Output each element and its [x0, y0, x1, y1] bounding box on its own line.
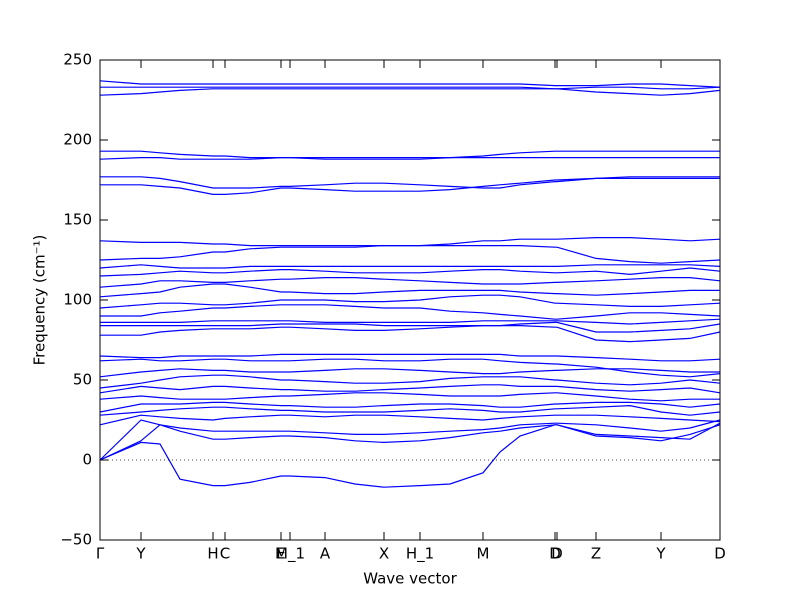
band-line — [99, 80, 721, 88]
y-tick-label: 50 — [73, 371, 92, 389]
band-line — [99, 267, 721, 277]
band-line — [99, 294, 721, 309]
x-tick-label: H — [207, 545, 218, 563]
x-tick-label: D — [551, 545, 563, 563]
band-line — [99, 414, 721, 426]
x-tick-label: H_1 — [406, 545, 434, 564]
band-line — [99, 264, 721, 269]
band-line — [99, 392, 720, 402]
x-tick-label: Y — [655, 545, 666, 563]
band-line — [100, 150, 720, 159]
band-line — [99, 88, 721, 96]
y-tick-label: 250 — [63, 51, 92, 69]
band-line — [99, 283, 720, 298]
x-tick-label: M_1 — [275, 545, 305, 564]
band-line — [99, 424, 721, 488]
x-tick-label: D — [549, 545, 561, 563]
band-line — [100, 321, 721, 333]
x-tick-label: C — [220, 545, 230, 563]
y-tick-label: 200 — [63, 131, 92, 149]
band-line — [99, 401, 721, 413]
x-tick-label: X — [379, 545, 389, 563]
band-line — [100, 304, 721, 320]
band-line — [99, 419, 721, 461]
band-line — [100, 176, 720, 189]
x-tick-label: Z — [591, 545, 601, 563]
y-tick-label: 150 — [63, 211, 92, 229]
band-line — [99, 384, 721, 394]
x-tick-label: M — [477, 545, 490, 563]
band-line — [100, 325, 721, 343]
y-tick-label: −50 — [60, 531, 92, 549]
band-line — [99, 404, 721, 416]
band-line — [99, 374, 721, 389]
x-tick-label: D — [714, 545, 726, 563]
y-axis-label: Frequency (cm⁻¹) — [31, 235, 49, 366]
band-line — [99, 353, 721, 362]
band-line — [99, 422, 721, 461]
band-line — [99, 277, 721, 288]
x-tick-label: Γ — [96, 545, 105, 563]
y-tick-label: 0 — [82, 451, 92, 469]
x-tick-label: A — [320, 545, 331, 563]
y-tick-label: 100 — [63, 291, 92, 309]
x-tick-label: Y — [135, 545, 146, 563]
x-axis-label: Wave vector — [363, 570, 457, 588]
x-tick-label: E — [276, 545, 285, 563]
band-line — [99, 157, 720, 160]
band-line — [100, 318, 721, 325]
band-line — [99, 368, 720, 378]
band-line — [100, 86, 721, 90]
band-line — [99, 358, 721, 378]
band-line — [99, 237, 721, 247]
